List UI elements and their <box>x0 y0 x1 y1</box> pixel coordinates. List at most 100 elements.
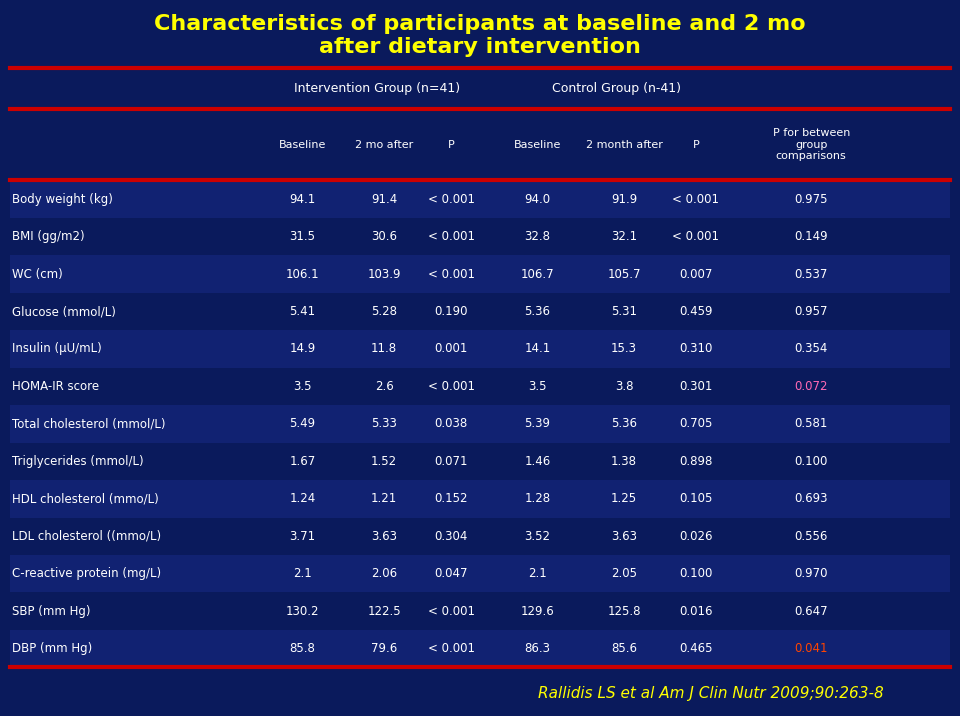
Text: 0.105: 0.105 <box>680 493 712 505</box>
Text: 15.3: 15.3 <box>611 342 637 355</box>
Text: 1.24: 1.24 <box>289 493 316 505</box>
Text: 0.975: 0.975 <box>795 193 828 205</box>
Text: 130.2: 130.2 <box>286 604 319 618</box>
Text: 1.21: 1.21 <box>371 493 397 505</box>
Text: 2.1: 2.1 <box>528 567 547 580</box>
FancyBboxPatch shape <box>10 405 950 442</box>
Text: 1.52: 1.52 <box>371 455 397 468</box>
FancyBboxPatch shape <box>10 480 950 518</box>
Text: 11.8: 11.8 <box>371 342 397 355</box>
Text: < 0.001: < 0.001 <box>428 380 474 393</box>
Text: HDL cholesterol (mmo/L): HDL cholesterol (mmo/L) <box>12 493 158 505</box>
Text: Characteristics of participants at baseline and 2 mo: Characteristics of participants at basel… <box>155 14 805 34</box>
Text: 0.038: 0.038 <box>435 417 468 430</box>
Text: 0.304: 0.304 <box>435 530 468 543</box>
Text: Baseline: Baseline <box>278 140 326 150</box>
Text: 32.1: 32.1 <box>611 230 637 243</box>
Text: 0.001: 0.001 <box>435 342 468 355</box>
Text: 85.8: 85.8 <box>290 642 315 655</box>
Text: 0.016: 0.016 <box>680 604 712 618</box>
Text: 0.026: 0.026 <box>680 530 712 543</box>
Text: Baseline: Baseline <box>514 140 562 150</box>
Text: 5.31: 5.31 <box>611 305 637 318</box>
Text: 2.06: 2.06 <box>371 567 397 580</box>
Text: 0.301: 0.301 <box>680 380 712 393</box>
Text: 0.041: 0.041 <box>795 642 828 655</box>
Text: 0.465: 0.465 <box>680 642 712 655</box>
Text: LDL cholesterol ((mmo/L): LDL cholesterol ((mmo/L) <box>12 530 160 543</box>
Text: 129.6: 129.6 <box>520 604 555 618</box>
Text: WC (cm): WC (cm) <box>12 268 62 281</box>
FancyBboxPatch shape <box>10 630 950 667</box>
Text: Triglycerides (mmol/L): Triglycerides (mmol/L) <box>12 455 143 468</box>
FancyBboxPatch shape <box>10 180 950 218</box>
Text: 0.705: 0.705 <box>680 417 712 430</box>
FancyBboxPatch shape <box>10 518 950 555</box>
Text: Glucose (mmol/L): Glucose (mmol/L) <box>12 305 115 318</box>
Text: 0.957: 0.957 <box>795 305 828 318</box>
Text: BMI (gg/m2): BMI (gg/m2) <box>12 230 84 243</box>
Text: 5.49: 5.49 <box>289 417 316 430</box>
Text: P for between
group
comparisons: P for between group comparisons <box>773 128 850 161</box>
Text: 86.3: 86.3 <box>524 642 551 655</box>
Text: C-reactive protein (mg/L): C-reactive protein (mg/L) <box>12 567 160 580</box>
Text: 5.36: 5.36 <box>524 305 551 318</box>
Text: Body weight (kg): Body weight (kg) <box>12 193 112 205</box>
Text: 85.6: 85.6 <box>611 642 637 655</box>
Text: 0.581: 0.581 <box>795 417 828 430</box>
Text: 2.6: 2.6 <box>374 380 394 393</box>
Text: 3.63: 3.63 <box>611 530 637 543</box>
FancyBboxPatch shape <box>10 555 950 592</box>
Text: 5.39: 5.39 <box>524 417 551 430</box>
Text: 106.7: 106.7 <box>520 268 555 281</box>
Text: 3.8: 3.8 <box>614 380 634 393</box>
FancyBboxPatch shape <box>10 293 950 330</box>
Text: Insulin (μU/mL): Insulin (μU/mL) <box>12 342 101 355</box>
Text: 94.1: 94.1 <box>289 193 316 205</box>
Text: 2 mo after: 2 mo after <box>355 140 413 150</box>
Text: 0.556: 0.556 <box>795 530 828 543</box>
Text: 3.63: 3.63 <box>371 530 397 543</box>
Text: 0.149: 0.149 <box>794 230 828 243</box>
Text: < 0.001: < 0.001 <box>428 604 474 618</box>
Text: 0.100: 0.100 <box>795 455 828 468</box>
Text: 1.46: 1.46 <box>524 455 551 468</box>
Text: 2 month after: 2 month after <box>586 140 662 150</box>
Text: 3.52: 3.52 <box>524 530 551 543</box>
Text: 1.38: 1.38 <box>611 455 637 468</box>
Text: 0.190: 0.190 <box>435 305 468 318</box>
Text: 2.05: 2.05 <box>611 567 637 580</box>
Text: < 0.001: < 0.001 <box>428 193 474 205</box>
Text: 5.41: 5.41 <box>289 305 316 318</box>
FancyBboxPatch shape <box>10 330 950 368</box>
Text: 79.6: 79.6 <box>371 642 397 655</box>
Text: < 0.001: < 0.001 <box>428 268 474 281</box>
Text: DBP (mm Hg): DBP (mm Hg) <box>12 642 92 655</box>
Text: 122.5: 122.5 <box>367 604 401 618</box>
Text: after dietary intervention: after dietary intervention <box>319 37 641 57</box>
Text: 31.5: 31.5 <box>289 230 316 243</box>
Text: 14.9: 14.9 <box>289 342 316 355</box>
Text: < 0.001: < 0.001 <box>428 230 474 243</box>
Text: 125.8: 125.8 <box>608 604 640 618</box>
Text: 106.1: 106.1 <box>285 268 320 281</box>
Text: 0.693: 0.693 <box>795 493 828 505</box>
Text: 5.33: 5.33 <box>372 417 396 430</box>
Text: 0.970: 0.970 <box>795 567 828 580</box>
Text: 32.8: 32.8 <box>524 230 551 243</box>
FancyBboxPatch shape <box>10 442 950 480</box>
Text: 0.007: 0.007 <box>680 268 712 281</box>
Text: 91.4: 91.4 <box>371 193 397 205</box>
Text: 0.072: 0.072 <box>795 380 828 393</box>
Text: 1.67: 1.67 <box>289 455 316 468</box>
Text: SBP (mm Hg): SBP (mm Hg) <box>12 604 90 618</box>
Text: 3.5: 3.5 <box>528 380 547 393</box>
Text: HOMA-IR score: HOMA-IR score <box>12 380 99 393</box>
Text: 2.1: 2.1 <box>293 567 312 580</box>
FancyBboxPatch shape <box>10 592 950 630</box>
Text: 103.9: 103.9 <box>368 268 400 281</box>
Text: < 0.001: < 0.001 <box>428 642 474 655</box>
Text: 14.1: 14.1 <box>524 342 551 355</box>
Text: 0.898: 0.898 <box>680 455 712 468</box>
Text: 0.100: 0.100 <box>680 567 712 580</box>
